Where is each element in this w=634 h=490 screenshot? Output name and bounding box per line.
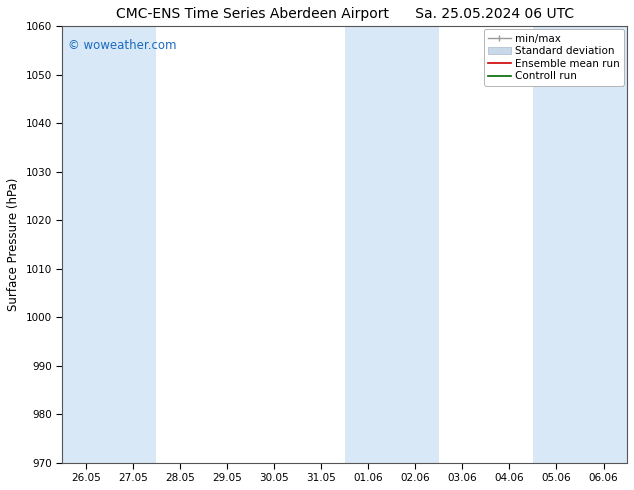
Bar — [345, 26, 392, 463]
Y-axis label: Surface Pressure (hPa): Surface Pressure (hPa) — [7, 178, 20, 311]
Bar — [533, 26, 580, 463]
Text: © woweather.com: © woweather.com — [68, 39, 176, 52]
Legend: min/max, Standard deviation, Ensemble mean run, Controll run: min/max, Standard deviation, Ensemble me… — [484, 29, 624, 86]
Bar — [580, 26, 627, 463]
Bar — [109, 26, 157, 463]
Bar — [392, 26, 439, 463]
Title: CMC-ENS Time Series Aberdeen Airport      Sa. 25.05.2024 06 UTC: CMC-ENS Time Series Aberdeen Airport Sa.… — [115, 7, 574, 21]
Bar — [62, 26, 109, 463]
